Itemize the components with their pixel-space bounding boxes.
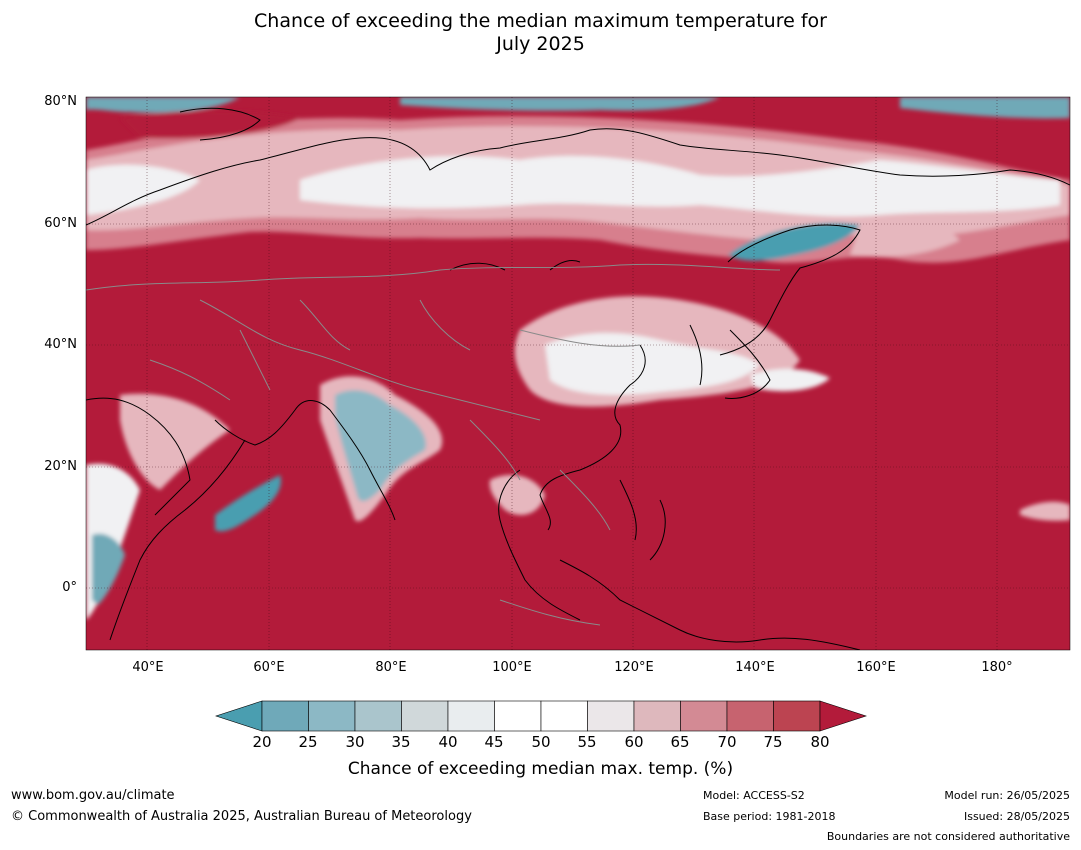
zone-east-africa-low [92,533,125,605]
graticule [86,97,1070,650]
colorbar-segments [215,700,867,732]
footer-model-run: Model run: 26/05/2025 [944,789,1070,802]
lat-label-20n: 20°N [44,459,77,474]
footer-disclaimer: Boundaries are not considered authoritat… [826,830,1070,843]
colorbar-tick-60: 60 [624,733,644,751]
colorbar-segment-75-80 [773,700,821,732]
colorbar-tick-35: 35 [391,733,411,751]
colorbar-tick-20: 20 [252,733,272,751]
footer-copyright: © Commonwealth of Australia 2025, Austra… [11,809,472,824]
lat-label-0: 0° [62,580,77,595]
colorbar-segment-35-40 [401,700,449,732]
colorbar-tick-30: 30 [345,733,365,751]
lon-label-80e: 80°E [375,660,407,675]
colorbar-segment-45-50 [494,700,542,732]
colorbar-segment-25-30 [308,700,356,732]
lon-label-180: 180° [981,660,1013,675]
colorbar-segment-20-25 [261,700,309,732]
footer-model: Model: ACCESS-S2 [703,789,805,802]
colorbar-label: Chance of exceeding median max. temp. (%… [347,759,734,779]
lon-label-60e: 60°E [253,660,285,675]
zone-okhotsk-low [728,223,860,261]
colorbar-segment-50-55 [540,700,588,732]
colorbar-segment-30-35 [354,700,402,732]
zone-arabian-sea-low [215,475,281,532]
lon-label-40e: 40°E [132,660,164,675]
colorbar-tick-50: 50 [531,733,551,751]
zone-arctic-low-east [900,97,1070,119]
lon-label-160e: 160°E [856,660,896,675]
colorbar-over-extension [819,700,867,732]
colorbar-segment-65-70 [680,700,728,732]
colorbar-segment-60-65 [633,700,681,732]
zone-pacific-light [1020,501,1070,521]
colorbar-segment-40-45 [447,700,495,732]
country-borders [86,263,781,626]
zone-india-low [335,390,426,502]
colorbar-tick-65: 65 [670,733,690,751]
footer-issued: Issued: 28/05/2025 [963,810,1070,823]
zone-japan-neutral [750,368,830,392]
lat-label-60n: 60°N [44,216,77,231]
zone-china-neutral [545,333,760,395]
colorbar-tick-40: 40 [438,733,458,751]
lat-label-40n: 40°N [44,337,77,352]
colorbar-tick-45: 45 [484,733,504,751]
zone-arctic-low-kara [400,97,720,111]
colorbar-tick-80: 80 [810,733,830,751]
colorbar-segment-70-75 [726,700,774,732]
coastlines [86,107,1070,650]
footer-website: www.bom.gov.au/climate [11,788,175,803]
lon-label-140e: 140°E [735,660,775,675]
zone-indochina-light [489,475,545,515]
zone-scandinavia-neutral [86,164,200,215]
chart-title-line2: July 2025 [496,33,585,55]
chart-title-line1: Chance of exceeding the median maximum t… [254,10,827,32]
colorbar-under-extension [215,700,263,732]
colorbar-segment-55-60 [587,700,635,732]
lat-label-80n: 80°N [44,94,77,109]
colorbar-tick-25: 25 [298,733,318,751]
lon-label-100e: 100°E [492,660,532,675]
map-frame [85,96,1071,651]
zone-okhotsk-rim [850,220,960,257]
zone-siberia-neutral [300,155,1060,217]
colorbar-tick-70: 70 [717,733,737,751]
colorbar-tick-55: 55 [577,733,597,751]
lon-label-120e: 120°E [614,660,654,675]
footer-base-period: Base period: 1981-2018 [703,810,836,823]
colorbar-tick-75: 75 [763,733,783,751]
